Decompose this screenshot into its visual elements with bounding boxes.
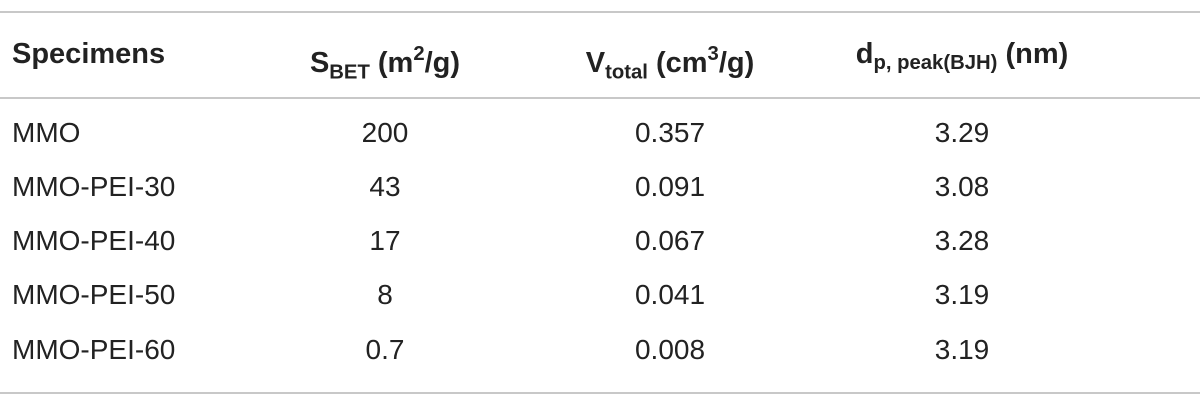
value-cell: 0.008: [634, 334, 706, 365]
value-cell: 3.29: [934, 117, 990, 148]
row-label: MMO-PEI-30: [12, 171, 176, 202]
header-text: BET: [329, 61, 370, 84]
header-text: (cm: [647, 47, 708, 80]
value-cell: 200: [361, 117, 409, 148]
header-text: S: [309, 47, 330, 80]
value-cell: 3.19: [934, 279, 990, 310]
value-cell: 0.067: [634, 225, 706, 256]
header-text: 2: [413, 43, 425, 65]
row-label: MMO-PEI-60: [12, 334, 176, 365]
row-label: MMO-PEI-40: [12, 225, 176, 256]
top-rule: [0, 11, 1200, 13]
header-cell: Specimens: [12, 34, 165, 74]
value-cell: 43: [369, 171, 401, 202]
header-cell: SBET (m2/g): [310, 34, 460, 92]
header-text: d: [855, 38, 874, 70]
value-cell: 17: [369, 225, 401, 256]
header-text: V: [585, 47, 606, 80]
header-text: (m: [369, 47, 414, 80]
value-cell: 0.091: [634, 171, 706, 202]
value-cell: 0.7: [365, 334, 405, 365]
header-text: 3: [707, 43, 719, 65]
value-cell: 0.357: [634, 117, 706, 148]
header-text: /g): [424, 47, 461, 80]
value-cell: 3.19: [934, 334, 990, 365]
value-cell: 3.28: [934, 225, 990, 256]
value-cell: 3.08: [934, 171, 990, 202]
value-cell: 0.041: [634, 279, 706, 310]
header-text: /g): [718, 47, 755, 80]
bottom-rule: [0, 392, 1200, 394]
row-label: MMO-PEI-50: [12, 279, 176, 310]
value-cell: 8: [377, 279, 393, 310]
row-label: MMO: [12, 117, 81, 148]
header-text: (nm): [997, 38, 1069, 70]
header-text: p, peak(BJH): [873, 52, 998, 75]
header-text: Specimens: [12, 38, 166, 70]
header-text: total: [605, 61, 648, 84]
header-rule: [0, 97, 1200, 99]
header-cell: Vtotal (cm3/g): [586, 34, 755, 92]
header-cell: dp, peak(BJH) (nm): [856, 34, 1069, 83]
